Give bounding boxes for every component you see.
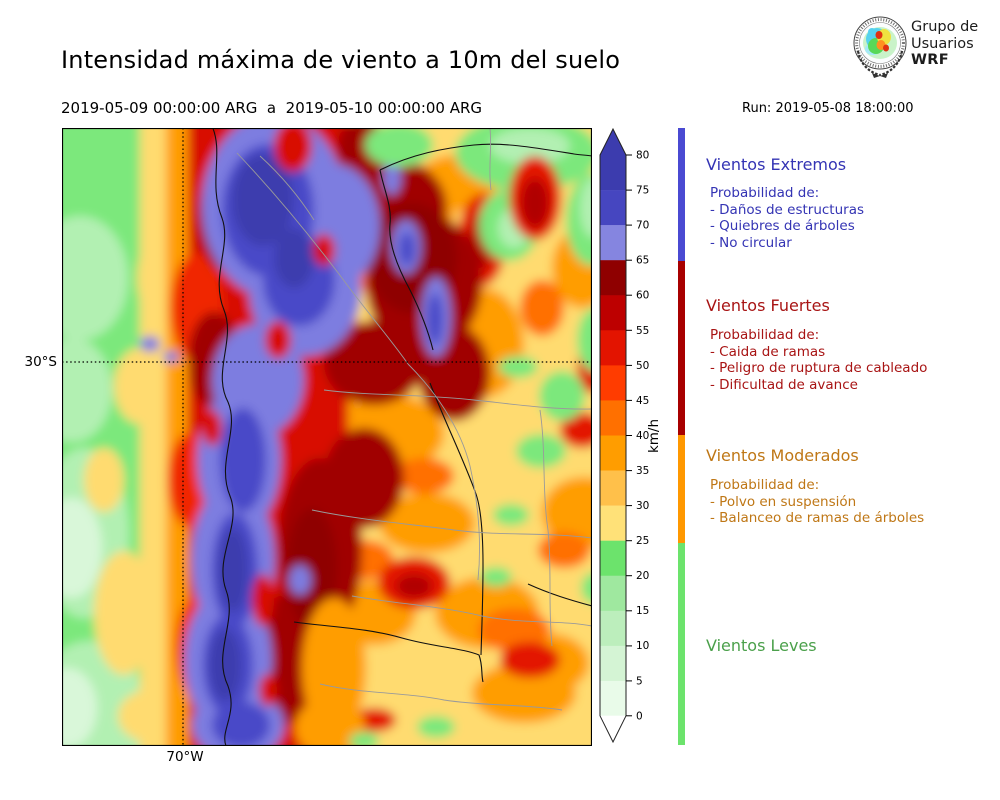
wind-intensity-field (22, 88, 642, 788)
svg-text:70: 70 (636, 220, 649, 232)
legend-details-fuertes: Probabilidad de: - Caida de ramas - Peli… (710, 327, 927, 393)
svg-text:15: 15 (636, 605, 649, 617)
logo-text-line3: WRF (911, 52, 949, 68)
detail-line: - No circular (710, 234, 792, 251)
latitude-tick-label: 30°S (24, 354, 58, 370)
svg-text:50: 50 (636, 360, 649, 372)
longitude-tick-label: 70°W (166, 749, 204, 765)
graticule-lines (62, 128, 592, 746)
svg-text:55: 55 (636, 325, 649, 337)
legend-heading-fuertes: Vientos Fuertes (706, 296, 830, 315)
svg-text:0: 0 (636, 710, 643, 722)
svg-text:45: 45 (636, 395, 649, 407)
wind-intensity-map (22, 88, 642, 788)
svg-text:35: 35 (636, 465, 649, 477)
category-bar-moderados (678, 435, 685, 543)
detail-line: - Polvo en suspensión (710, 493, 857, 510)
detail-line: - Caida de ramas (710, 343, 826, 360)
detail-line: - Daños de estructuras (710, 201, 865, 218)
page-title: Intensidad máxima de viento a 10m del su… (61, 46, 621, 74)
svg-text:30: 30 (636, 500, 649, 512)
legend-details-moderados: Probabilidad de: - Polvo en suspensión -… (710, 477, 924, 527)
logo-emblem-svg (853, 16, 907, 78)
detail-line: - Quiebres de árboles (710, 218, 855, 235)
colorbar-unit-label: km/h (646, 419, 662, 453)
svg-text:5: 5 (636, 675, 643, 687)
colorbar-tick-marks (626, 154, 632, 717)
svg-text:20: 20 (636, 570, 649, 582)
category-bar (678, 127, 686, 745)
detail-line: Probabilidad de: (710, 477, 820, 493)
legend-heading-leves: Vientos Leves (706, 636, 817, 655)
legend-details-extremos: Probabilidad de: - Daños de estructuras … (710, 185, 864, 251)
category-bar-leves (678, 543, 685, 745)
colorbar-under-arrow (600, 715, 626, 742)
valid-period-label: 2019-05-09 00:00:00 ARG a 2019-05-10 00:… (61, 99, 483, 117)
colorbar-segments (599, 127, 627, 744)
colorbar-over-arrow (600, 129, 626, 155)
svg-text:60: 60 (636, 290, 649, 302)
logo-mini-map (863, 27, 897, 59)
colorbar-svg: 80 75 70 65 60 55 50 45 40 35 30 25 20 1… (599, 127, 662, 744)
wind-map-svg (22, 88, 642, 788)
category-bar-svg (678, 128, 685, 745)
svg-text:80: 80 (636, 150, 649, 162)
logo-text-line2: Usuarios (911, 35, 974, 52)
legend-heading-extremos: Vientos Extremos (706, 155, 847, 174)
country-border-lines (211, 125, 593, 747)
svg-text:10: 10 (636, 640, 649, 652)
category-bar-fuertes (678, 261, 685, 435)
svg-text:75: 75 (636, 185, 649, 197)
svg-text:40: 40 (636, 430, 649, 442)
logo-text: Grupo de Usuarios WRF (911, 19, 978, 69)
map-frame (61, 127, 593, 747)
legend-heading-moderados: Vientos Moderados (706, 446, 859, 465)
logo-text-line1: Grupo de (911, 19, 979, 35)
model-run-label: Run: 2019-05-08 18:00:00 (742, 101, 914, 116)
detail-line: - Peligro de ruptura de cableado (710, 360, 928, 377)
province-border-lines (236, 127, 593, 711)
detail-line: - Dificultad de avance (710, 376, 858, 393)
colorbar-tick-labels: 80 75 70 65 60 55 50 45 40 35 30 25 20 1… (636, 150, 649, 723)
svg-text:65: 65 (636, 255, 649, 267)
detail-line: Probabilidad de: (710, 327, 820, 343)
category-bar-extremos (678, 128, 685, 261)
colorbar: 80 75 70 65 60 55 50 45 40 35 30 25 20 1… (598, 126, 674, 750)
detail-line: - Balanceo de ramas de árboles (710, 510, 925, 527)
wrf-users-group-logo-icon (852, 15, 910, 83)
svg-text:25: 25 (636, 535, 649, 547)
detail-line: Probabilidad de: (710, 185, 820, 201)
